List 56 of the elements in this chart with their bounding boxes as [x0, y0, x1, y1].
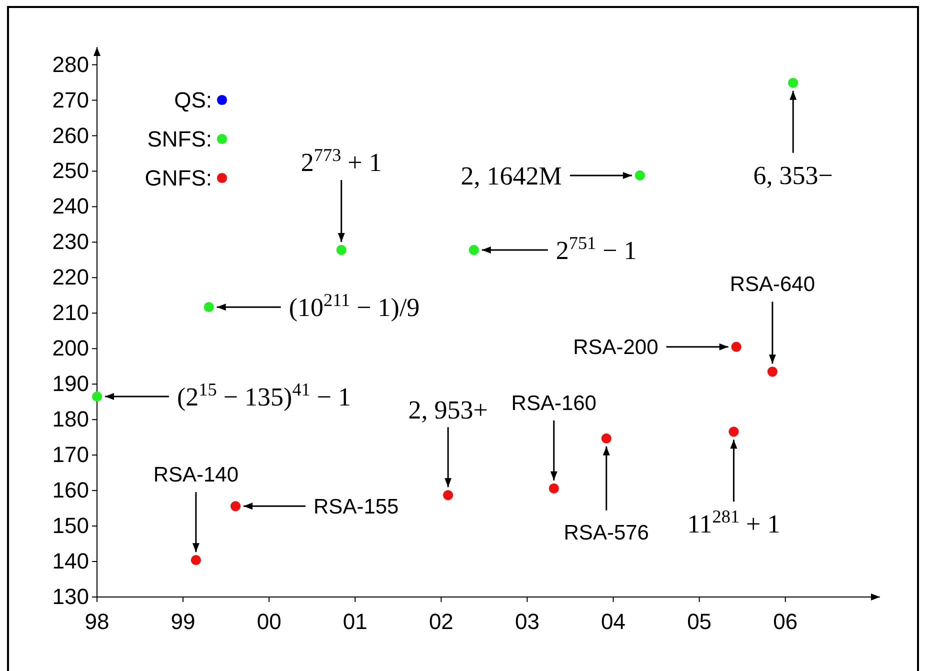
x-tick-label: 01	[342, 609, 368, 634]
y-tick-label: 260	[52, 122, 89, 148]
annotation: RSA-576	[564, 522, 649, 545]
y-tick-label: 210	[52, 300, 89, 326]
legend-label: GNFS:	[144, 166, 212, 191]
y-tick-label: 170	[52, 442, 89, 468]
annotation: 2, 1642M	[460, 162, 562, 191]
point	[336, 244, 346, 256]
x-tick-label: 05	[687, 609, 712, 634]
y-tick-label: 200	[52, 336, 89, 361]
point	[468, 244, 479, 256]
annotation: 2, 953+	[408, 395, 488, 424]
x-tick-label: 03	[514, 609, 540, 634]
point	[204, 302, 214, 312]
point	[731, 342, 742, 352]
x-tick-label: 98	[84, 609, 110, 634]
point	[788, 78, 798, 88]
annotation: 2$^{773}$ + 1	[300, 145, 382, 178]
x-tick-label: 99	[170, 609, 196, 634]
y-tick-label: 160	[52, 478, 89, 503]
annotation: RSA-140	[153, 463, 239, 486]
annotation: RSA-155	[314, 496, 399, 519]
x-tick-label: 04	[601, 609, 626, 634]
point	[634, 170, 645, 180]
legend-label: QS:	[174, 88, 212, 113]
annotation: RSA-640	[730, 273, 816, 296]
point	[728, 426, 739, 437]
point	[767, 366, 778, 377]
x-tick-label: 00	[256, 609, 282, 634]
annotation: 11$^{281}$ + 1	[687, 506, 780, 539]
y-tick-label: 240	[52, 194, 89, 219]
y-tick-label: 140	[52, 548, 89, 574]
y-tick-label: 150	[52, 513, 89, 538]
y-tick-label: 180	[52, 406, 89, 432]
annotation: 6, 353−	[753, 160, 833, 190]
point	[601, 433, 612, 444]
annotation: (10$^{211}$ − 1)/9	[288, 290, 420, 322]
y-tick-label: 280	[52, 52, 89, 77]
x-tick-label: 02	[428, 609, 454, 634]
annotation: RSA-200	[573, 336, 658, 360]
legend-label: SNFS:	[147, 126, 212, 152]
point	[190, 555, 201, 566]
point	[230, 501, 241, 512]
x-tick-label: 06	[773, 609, 798, 634]
y-tick-label: 250	[52, 158, 89, 184]
annotation: (2$^{15}$ − 135)$^{41}$ − 1	[177, 380, 352, 412]
annotation: RSA-160	[511, 392, 597, 415]
y-tick-label: 230	[52, 229, 89, 254]
y-tick-label: 130	[52, 584, 89, 610]
point	[92, 391, 102, 402]
y-tick-label: 270	[52, 87, 89, 112]
point	[443, 490, 454, 500]
annotation: 2$^{751}$ − 1	[556, 233, 637, 266]
y-tick-label: 190	[52, 371, 89, 396]
point	[548, 483, 559, 494]
y-tick-label: 220	[52, 264, 89, 290]
